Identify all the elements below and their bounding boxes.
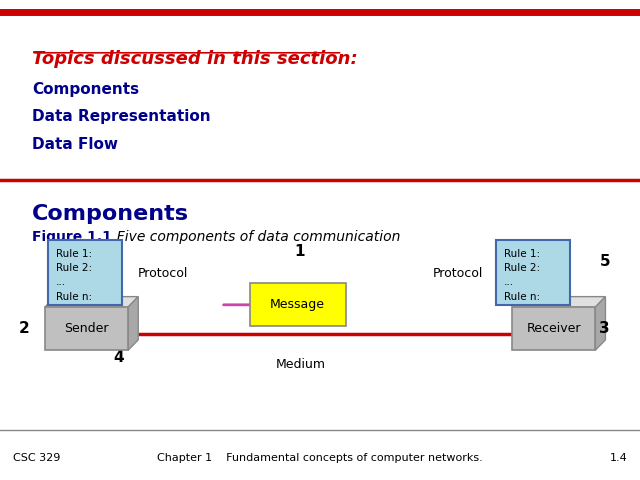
Text: Rule 1:: Rule 1: [504, 249, 540, 259]
Text: Five components of data communication: Five components of data communication [108, 230, 400, 244]
Text: CSC 329: CSC 329 [13, 454, 60, 463]
Text: 2: 2 [19, 321, 29, 336]
Text: Components: Components [32, 82, 139, 96]
Polygon shape [45, 297, 138, 307]
FancyBboxPatch shape [496, 240, 570, 305]
Text: Message: Message [270, 298, 325, 312]
Text: Protocol: Protocol [138, 267, 188, 280]
Text: Rule 1:: Rule 1: [56, 249, 92, 259]
Text: Topics discussed in this section:: Topics discussed in this section: [32, 50, 358, 68]
Text: Components: Components [32, 204, 189, 224]
Text: Receiver: Receiver [526, 322, 581, 336]
Polygon shape [128, 297, 138, 350]
Text: 3: 3 [600, 321, 610, 336]
Text: 4: 4 [113, 350, 124, 365]
Polygon shape [595, 297, 605, 350]
Text: ...: ... [56, 277, 66, 288]
Text: Chapter 1    Fundamental concepts of computer networks.: Chapter 1 Fundamental concepts of comput… [157, 454, 483, 463]
Text: 5: 5 [600, 254, 610, 269]
Text: Figure 1.1: Figure 1.1 [32, 230, 112, 244]
Polygon shape [512, 297, 605, 307]
Text: Data Representation: Data Representation [32, 109, 211, 124]
Text: 1.4: 1.4 [609, 454, 627, 463]
Text: Rule 2:: Rule 2: [504, 263, 540, 273]
Text: ...: ... [504, 277, 514, 288]
Text: Protocol: Protocol [433, 267, 483, 280]
FancyBboxPatch shape [45, 307, 128, 350]
Text: Medium: Medium [276, 358, 326, 371]
FancyBboxPatch shape [48, 240, 122, 305]
Text: Data Flow: Data Flow [32, 137, 118, 152]
Text: 1: 1 [294, 244, 305, 260]
Text: Sender: Sender [64, 322, 109, 336]
Text: Rule n:: Rule n: [56, 292, 92, 302]
Text: Rule n:: Rule n: [504, 292, 540, 302]
FancyBboxPatch shape [512, 307, 595, 350]
FancyBboxPatch shape [250, 283, 346, 326]
Text: Rule 2:: Rule 2: [56, 263, 92, 273]
